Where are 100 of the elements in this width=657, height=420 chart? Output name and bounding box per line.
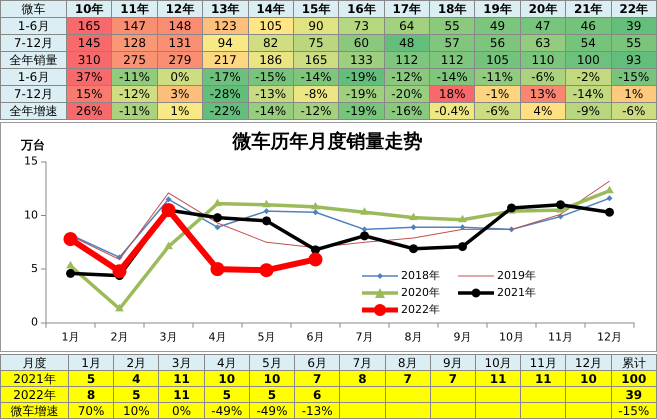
- data-label: 56: [474, 34, 520, 52]
- y-tick-label: 0: [30, 316, 38, 329]
- data-label: -0.4%: [430, 102, 475, 120]
- data-label: -15%: [248, 68, 294, 86]
- x-tick-label: 7月: [340, 354, 386, 370]
- data-label: 4: [114, 370, 159, 386]
- data-label: 7: [430, 370, 476, 386]
- x-tick-label: 12年: [157, 0, 203, 18]
- point: [260, 263, 274, 278]
- data-label: -49%: [204, 402, 250, 418]
- data-label: -13%: [248, 86, 294, 102]
- point: [63, 232, 78, 246]
- data-label: -12%: [293, 102, 339, 120]
- point: [162, 203, 176, 218]
- x-tick-label: 7月: [356, 330, 374, 344]
- x-tick-label: 14年: [248, 0, 294, 18]
- x-tick-label: 累计: [611, 354, 656, 370]
- legend-label: 2019年: [497, 268, 536, 283]
- point: [262, 200, 271, 208]
- x-tick-label: 10年: [66, 0, 112, 18]
- data-label: 55: [611, 34, 656, 52]
- data-label: -15%: [611, 68, 656, 86]
- data-label: 70%: [68, 402, 114, 418]
- data-label: 10%: [114, 402, 159, 418]
- x-tick-label: 17年: [384, 0, 430, 18]
- x-tick-label: 9月: [454, 330, 472, 344]
- point: [66, 260, 75, 268]
- data-label: 15%: [66, 86, 112, 102]
- y-axis-title: 微车: [0, 0, 66, 18]
- y-tick-label: 7-12月: [0, 86, 66, 102]
- data-label: 46: [566, 18, 611, 34]
- y-tick-label: 10: [24, 208, 38, 222]
- data-label: 63: [520, 34, 566, 52]
- x-tick-label: 8月: [404, 330, 422, 344]
- data-label: 90: [293, 18, 339, 34]
- data-label: 26%: [66, 102, 112, 120]
- point: [605, 208, 614, 217]
- data-label: 13%: [520, 86, 566, 102]
- data-label: 105: [474, 52, 520, 68]
- data-label: -15%: [611, 402, 656, 418]
- data-label: -19%: [338, 86, 384, 102]
- x-tick-label: 22年: [611, 0, 656, 18]
- x-tick-label: 6月: [294, 354, 340, 370]
- data-label: 5: [68, 370, 114, 386]
- data-label: 123: [202, 18, 248, 34]
- data-label: 165: [293, 52, 339, 68]
- point: [409, 244, 418, 254]
- data-label: 100: [611, 370, 656, 386]
- data-label: -12%: [384, 68, 430, 86]
- data-label: 11: [158, 386, 204, 402]
- data-label: 148: [157, 18, 203, 34]
- data-label: -13%: [294, 402, 340, 418]
- data-label: 10: [566, 370, 612, 386]
- x-tick-label: 13年: [202, 0, 248, 18]
- point: [410, 224, 416, 230]
- point: [458, 214, 467, 222]
- data-label: 112: [430, 52, 475, 68]
- x-tick-label: 9月: [430, 354, 476, 370]
- point: [556, 200, 565, 210]
- y-tick-label: 微车增速: [0, 402, 68, 418]
- data-label: -11%: [474, 68, 520, 86]
- y-axis-title: 月度: [0, 354, 68, 370]
- data-label: 165: [66, 18, 112, 34]
- y-tick-label: 15: [24, 154, 38, 168]
- y-axis-title: 万台: [21, 137, 45, 154]
- data-label: 10: [249, 370, 295, 386]
- data-label: -14%: [248, 102, 294, 120]
- y-tick-label: 5: [30, 262, 38, 275]
- point: [264, 208, 270, 214]
- x-tick-label: 8月: [385, 354, 430, 370]
- y-tick-label: 1-6月: [0, 18, 66, 34]
- data-label: 275: [112, 52, 158, 68]
- point: [112, 264, 126, 278]
- point: [409, 212, 418, 220]
- x-tick-label: 10月: [499, 330, 524, 344]
- data-label: -19%: [338, 102, 384, 120]
- point: [164, 242, 173, 250]
- data-label: 54: [566, 34, 611, 52]
- x-tick-label: 18年: [430, 0, 475, 18]
- point: [210, 262, 224, 276]
- data-label: 11: [158, 370, 204, 386]
- chart-title: 微车历年月度销量走势: [232, 130, 422, 152]
- data-label: 186: [248, 52, 294, 68]
- x-tick-label: 11月: [548, 330, 573, 344]
- data-label: 94: [202, 34, 248, 52]
- y-tick-label: 2021年: [0, 370, 68, 386]
- data-label: 93: [611, 52, 656, 68]
- point: [214, 224, 220, 230]
- y-tick-label: 全年增速: [0, 102, 66, 120]
- data-label: 7: [385, 370, 430, 386]
- x-tick-label: 12月: [597, 330, 622, 344]
- x-tick-label: 5月: [258, 330, 276, 344]
- x-tick-label: 1月: [61, 330, 80, 344]
- x-tick-label: 11月: [520, 354, 566, 370]
- data-label: 147: [112, 18, 158, 34]
- data-label: 82: [248, 34, 294, 52]
- data-label: 60: [338, 34, 384, 52]
- data-label: 105: [248, 18, 294, 34]
- data-label: 279: [157, 52, 203, 68]
- data-label: 3%: [157, 86, 203, 102]
